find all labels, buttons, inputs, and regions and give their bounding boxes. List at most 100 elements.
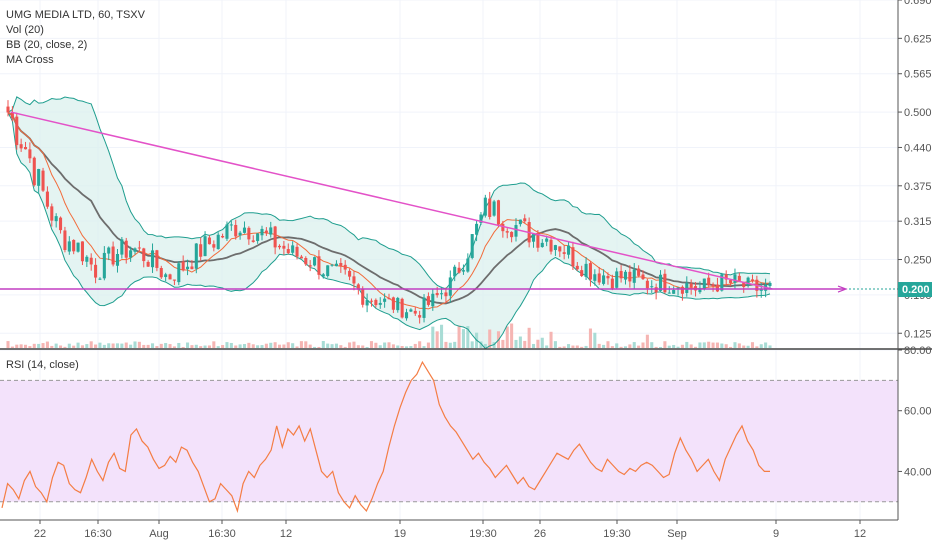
candle-body (567, 245, 571, 255)
indicator-ma-cross[interactable]: MA Cross (6, 54, 54, 66)
indicator-rsi[interactable]: RSI (14, close) (6, 359, 79, 371)
volume-bar (479, 341, 483, 348)
candle-body (733, 274, 737, 283)
candle-body (698, 287, 702, 293)
candle-body (694, 286, 698, 291)
volume-bar (628, 344, 632, 348)
candle-body (330, 264, 334, 266)
candle-body (221, 235, 225, 238)
volume-bar (155, 346, 159, 348)
volume-bar (260, 345, 264, 348)
candle-body (177, 263, 181, 283)
candle-body (637, 268, 641, 276)
volume-bar (45, 341, 49, 348)
volume-bar (111, 343, 115, 348)
volume-bar (19, 344, 23, 348)
current-price-tag: 0.200 (898, 282, 932, 298)
volume-bar (181, 346, 185, 348)
candle-body (343, 264, 347, 270)
rsi-band-fill (0, 380, 898, 502)
volume-bar (129, 344, 133, 348)
indicator-volume[interactable]: Vol (20) (6, 24, 44, 36)
candle-body (729, 280, 733, 284)
candle-body (702, 278, 706, 290)
volume-bar (234, 345, 238, 348)
volume-bar (588, 328, 592, 348)
candle-body (199, 244, 203, 257)
volume-bar (343, 346, 347, 348)
volume-bar (273, 342, 277, 348)
candle-body (155, 250, 159, 268)
candle-body (492, 201, 496, 216)
volume-bar (645, 334, 649, 348)
volume-bar (759, 344, 763, 348)
volume-bar (637, 345, 641, 348)
candle-body (562, 252, 566, 254)
candle-body (378, 302, 382, 305)
volume-bar (150, 343, 155, 348)
drawn-lines[interactable] (0, 111, 898, 293)
candle-body (645, 280, 649, 289)
volume-bar (330, 344, 334, 348)
time-tick-label: 12 (854, 528, 866, 540)
candle-body (606, 276, 610, 279)
candle-body (80, 241, 84, 262)
volume-bar (431, 326, 435, 348)
candle-body (242, 227, 247, 233)
candle-body (348, 270, 352, 277)
time-tick-label: 16:30 (208, 528, 236, 540)
candle-body (72, 239, 76, 252)
candle-body (374, 299, 378, 306)
candle-body (28, 149, 32, 159)
candle-body (50, 206, 54, 221)
candle-body (531, 234, 536, 242)
volume-bar (685, 341, 689, 348)
volume-bar (610, 346, 614, 348)
price-tick-label: 0.125 (904, 328, 932, 340)
candle-body (768, 282, 772, 286)
indicator-bollinger[interactable]: BB (20, close, 2) (6, 39, 88, 51)
candle-body (558, 246, 562, 252)
descending-trendline[interactable] (10, 111, 773, 290)
candle-body (229, 224, 233, 226)
candle-body (277, 245, 282, 248)
volume-bar (422, 346, 426, 348)
price-tick-label: 0.315 (904, 216, 932, 228)
symbol-title[interactable]: UMG MEDIA LTD, 60, TSXV (6, 9, 145, 21)
candle-body (129, 250, 133, 258)
candle-body (658, 274, 663, 291)
support-arrow-icon (837, 285, 848, 293)
volume-bar (256, 345, 260, 348)
current-price-box (898, 282, 932, 298)
candle-body (759, 289, 763, 291)
volume-bar (28, 346, 32, 348)
time-tick-label: Aug (149, 528, 169, 540)
rsi-axis[interactable]: 80.00 60.00 40.00 (898, 345, 932, 478)
volume-bar (602, 344, 606, 348)
candle-body (667, 292, 671, 294)
volume-bar (159, 343, 163, 348)
volume-bar (733, 342, 737, 348)
volume-bar (505, 326, 509, 348)
volume-bar (623, 346, 628, 348)
candle-body (720, 274, 724, 291)
candle-body (549, 239, 553, 252)
candle-body (67, 241, 71, 252)
volume-bar (137, 341, 141, 348)
volume-bar (755, 346, 759, 348)
candle-body (663, 273, 667, 293)
volume-bar (59, 345, 63, 348)
time-tick-label: 16:30 (84, 528, 112, 540)
volume-bar (299, 341, 303, 348)
volume-bar (190, 345, 194, 348)
volume-bar (558, 346, 562, 348)
candle-body (466, 258, 470, 272)
time-tick-label: 12 (280, 528, 292, 540)
candle-body (444, 292, 448, 297)
candle-body (400, 298, 404, 318)
volume-bar (295, 346, 299, 348)
volume-bar (277, 344, 282, 348)
time-axis[interactable]: 22 16:30 Aug 16:30 12 19 19:30 26 19:30 Sep 9 12 (34, 520, 866, 540)
price-tick-label: 0.500 (904, 107, 932, 119)
